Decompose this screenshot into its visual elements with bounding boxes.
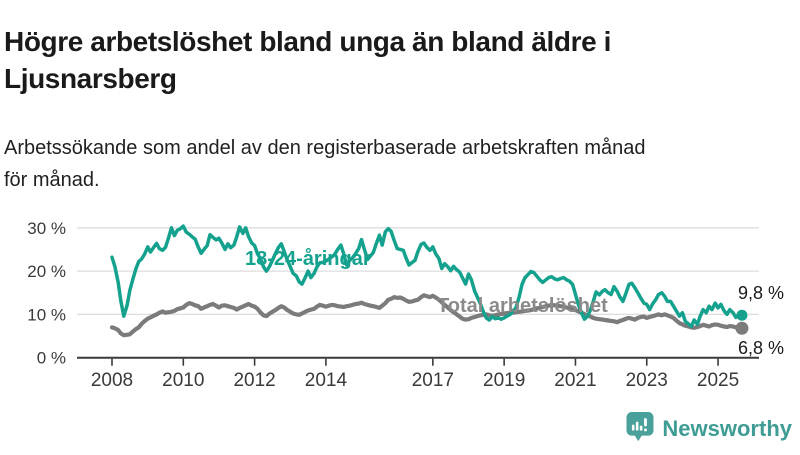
svg-text:2008: 2008	[91, 370, 133, 391]
page-title-line1: Högre arbetslöshet bland unga än bland ä…	[4, 25, 612, 57]
svg-text:20 %: 20 %	[27, 262, 66, 281]
svg-text:2019: 2019	[483, 370, 525, 391]
svg-text:2017: 2017	[412, 370, 454, 391]
page-title: Högre arbetslöshet bland unga än bland ä…	[4, 23, 796, 97]
svg-text:2021: 2021	[554, 370, 596, 391]
end-value-label-youth: 9,8 %	[737, 283, 784, 303]
series-label-total: Total arbetslöshet	[437, 295, 608, 317]
svg-text:2025: 2025	[697, 370, 739, 391]
chart-subtitle: Arbetssökande som andel av den registerb…	[4, 132, 796, 196]
newsworthy-logo-text: Newsworthy	[662, 416, 792, 441]
newsworthy-logo: Newsworthy	[626, 411, 792, 447]
chart-subtitle-line1: Arbetssökande som andel av den registerb…	[4, 137, 646, 159]
svg-text:30 %: 30 %	[27, 219, 66, 238]
chart-subtitle-line2: för månad.	[4, 169, 100, 191]
series-label-youth: 18-24-åringar	[245, 248, 371, 270]
svg-text:0 %: 0 %	[37, 349, 66, 368]
svg-text:2014: 2014	[305, 370, 348, 391]
newsworthy-logo-icon	[626, 411, 654, 447]
svg-text:10 %: 10 %	[27, 305, 66, 324]
svg-text:2010: 2010	[162, 370, 204, 391]
end-value-label-total: 6,8 %	[737, 338, 784, 358]
svg-text:2023: 2023	[626, 370, 668, 391]
page-title-line2: Ljusnarsberg	[4, 62, 177, 94]
svg-text:2012: 2012	[233, 370, 275, 391]
